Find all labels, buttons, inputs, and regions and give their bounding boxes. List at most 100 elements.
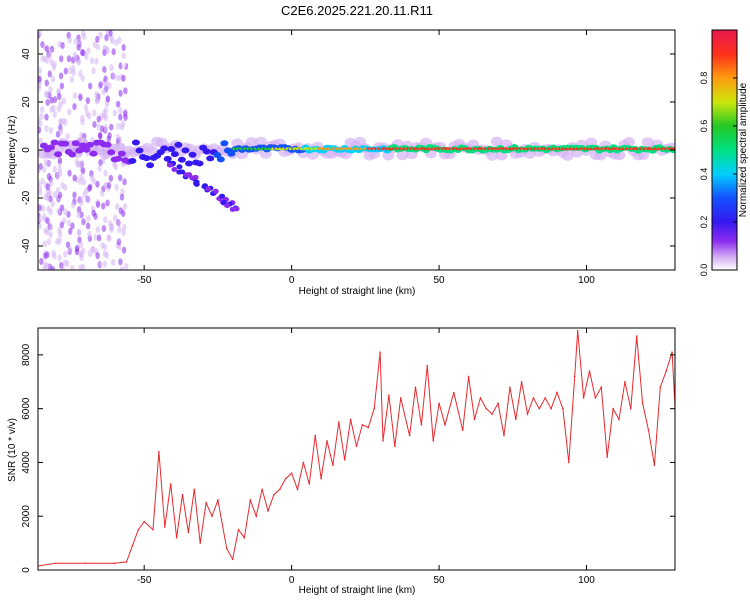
snr-point — [332, 464, 334, 466]
noise-speckle — [92, 120, 97, 128]
snr-point — [284, 477, 287, 480]
noise-speckle — [121, 44, 126, 52]
y-tick-label: 8000 — [21, 343, 32, 366]
snr-point — [343, 458, 346, 461]
noise-speckle — [78, 241, 84, 249]
noise-speckle — [55, 172, 60, 180]
noise-speckle — [38, 165, 41, 173]
noise-speckle — [107, 234, 112, 242]
noise-speckle — [117, 36, 122, 44]
figure-title: C2E6.2025.221.20.11.R11 — [281, 3, 433, 18]
carrier-halo — [254, 136, 267, 147]
noise-speckle — [74, 248, 80, 256]
carrier-blob — [114, 155, 123, 162]
noise-speckle — [105, 95, 110, 103]
noise-speckle — [49, 96, 54, 104]
noise-speckle — [40, 55, 45, 63]
snr-point — [355, 445, 358, 448]
spectrogram-marks — [38, 30, 675, 270]
noise-speckle — [50, 75, 56, 83]
snr-point — [164, 526, 166, 528]
noise-speckle — [63, 208, 68, 216]
snr-point — [420, 424, 423, 426]
noise-speckle — [95, 35, 100, 43]
carrier-blob — [75, 147, 84, 154]
carrier-blob — [174, 141, 183, 148]
snr-point — [624, 380, 626, 383]
colorbar: 0.0 0.2 0.4 0.6 0.8 Normalized spectral ampl… — [699, 29, 749, 276]
noise-speckle — [102, 66, 107, 74]
y-tick-label: -40 — [21, 238, 32, 253]
noise-speckle — [93, 212, 98, 220]
noise-speckle — [38, 30, 43, 38]
snr-point — [296, 488, 299, 491]
noise-speckle — [45, 160, 51, 168]
carrier-blob — [220, 140, 229, 147]
carrier-blob — [107, 149, 116, 156]
noise-speckle — [57, 157, 63, 165]
carrier-blob — [227, 150, 236, 157]
noise-speckle — [76, 229, 82, 237]
noise-speckle — [121, 246, 127, 254]
colorbar-label: Normalized spectral amplitude — [738, 82, 749, 217]
noise-speckle — [71, 68, 76, 76]
noise-speckle — [104, 79, 109, 87]
noise-speckle — [45, 262, 50, 270]
carrier-blob — [177, 156, 186, 163]
snr-point — [225, 547, 228, 550]
noise-speckle — [80, 118, 85, 126]
noise-speckle — [98, 159, 103, 167]
noise-speckle — [59, 204, 65, 212]
noise-speckle — [55, 238, 60, 246]
snr-x-ticks: -50 0 50 100 — [137, 328, 595, 586]
spectrogram-x-label: Height of straight line (km) — [299, 286, 416, 297]
chirp-blob — [229, 206, 236, 212]
y-tick-label: 40 — [21, 48, 32, 60]
noise-speckle — [97, 164, 102, 172]
snr-point — [514, 418, 517, 421]
chirp-blob — [176, 164, 183, 170]
carrier-blob — [103, 141, 112, 148]
snr-marks — [38, 329, 675, 567]
colorbar-gradient — [712, 30, 737, 270]
noise-speckle — [65, 132, 70, 140]
noise-speckle — [114, 183, 119, 191]
x-tick-label: 0 — [289, 275, 295, 286]
noise-speckle — [38, 75, 42, 83]
noise-speckle — [72, 103, 77, 111]
noise-speckle — [68, 246, 73, 254]
x-tick-label: 50 — [434, 275, 446, 286]
noise-speckle — [38, 137, 43, 145]
noise-speckle — [95, 180, 100, 188]
noise-speckle — [86, 196, 91, 204]
snr-point — [647, 429, 650, 431]
chirp-blob — [183, 172, 190, 178]
noise-speckle — [66, 219, 72, 227]
noise-speckle — [74, 158, 79, 166]
noise-speckle — [102, 243, 108, 251]
snr-point — [326, 440, 328, 442]
snr-point — [314, 434, 317, 437]
noise-speckle — [52, 110, 57, 118]
chirp-blob — [224, 203, 231, 209]
snr-y-ticks: 0 2000 4000 6000 8000 — [21, 343, 675, 573]
snr-point — [382, 440, 384, 442]
carrier-blob — [170, 151, 179, 158]
noise-speckle — [48, 126, 54, 134]
noise-speckle — [56, 207, 61, 215]
snr-point — [526, 413, 529, 415]
noise-speckle — [92, 41, 98, 49]
snr-point — [479, 397, 482, 399]
noise-speckle — [119, 193, 125, 201]
noise-speckle — [38, 81, 42, 89]
noise-speckle — [67, 36, 72, 44]
noise-speckle — [67, 108, 72, 116]
carrier-blob — [181, 147, 190, 154]
noise-speckle — [44, 45, 50, 53]
noise-speckle — [81, 49, 86, 57]
noise-speckle — [57, 93, 62, 101]
snr-point — [243, 536, 246, 539]
spectrogram-panel: -50 0 50 100 -40 -20 0 20 40 Height of straight… — [7, 29, 676, 297]
snr-point — [438, 402, 440, 405]
